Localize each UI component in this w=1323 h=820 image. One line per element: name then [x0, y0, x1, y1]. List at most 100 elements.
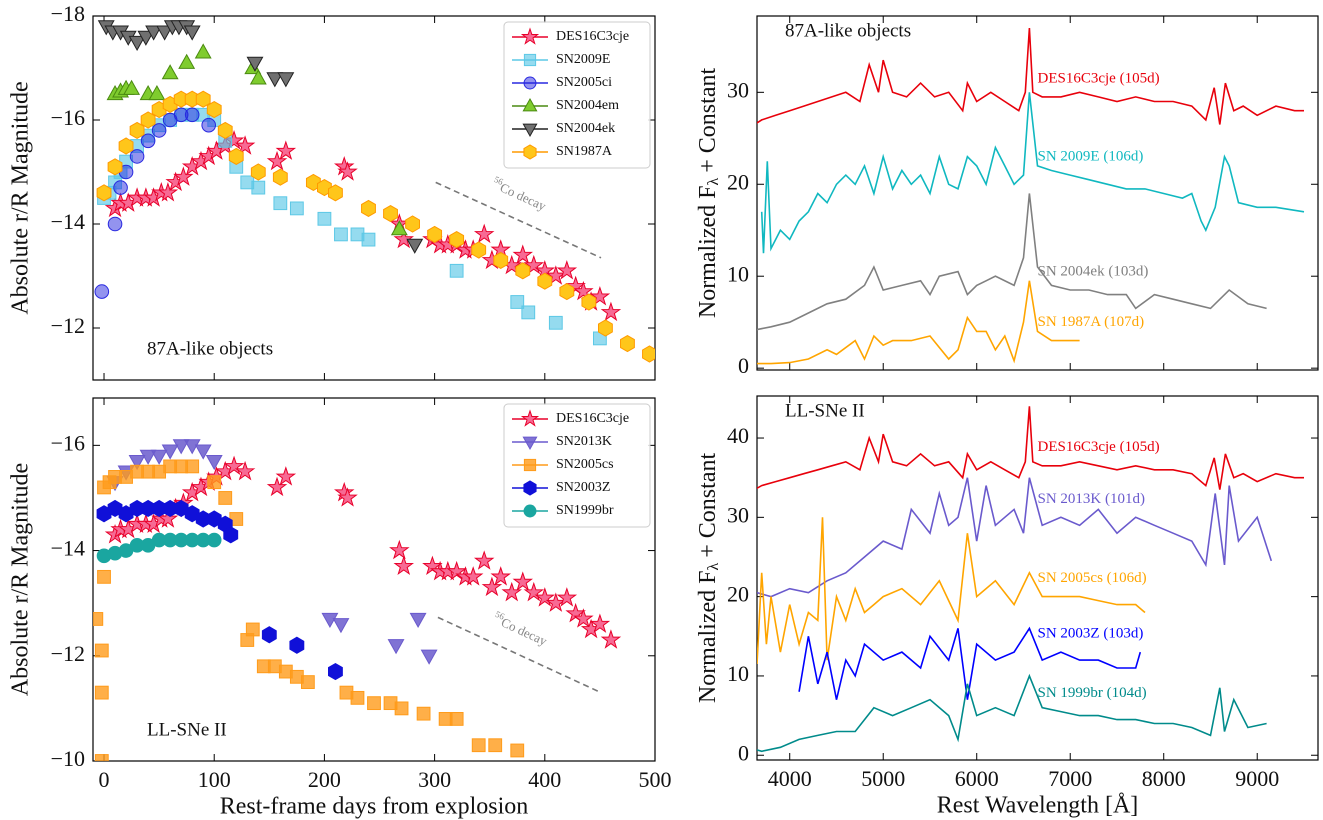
panel-label: 87A-like objects — [785, 20, 911, 41]
x-tick-label: 5000 — [861, 766, 905, 791]
y-tick-label: 10 — [727, 661, 749, 686]
data-point — [534, 587, 556, 607]
y-tick-label: 0 — [738, 740, 749, 765]
data-point — [173, 166, 194, 186]
data-point — [206, 101, 222, 119]
data-point — [157, 508, 179, 528]
legend-label: SN2004em — [556, 98, 619, 113]
data-point — [393, 228, 414, 249]
data-point — [173, 499, 189, 518]
data-point — [234, 460, 256, 481]
spectrum — [757, 517, 1146, 665]
data-point — [512, 244, 534, 264]
data-point — [337, 161, 358, 181]
legend-label: SN2005cs — [556, 457, 614, 472]
data-point — [316, 179, 332, 197]
legend-label: DES16C3cje — [556, 29, 629, 44]
data-point — [249, 69, 267, 85]
spectrum — [798, 626, 1142, 700]
data-point — [183, 25, 201, 41]
data-point — [107, 158, 123, 176]
spectrum — [757, 406, 1304, 490]
spectrum-label: SN 2005cs (106d) — [1038, 570, 1147, 586]
data-point — [556, 587, 578, 607]
plot-frame — [92, 397, 656, 762]
y-tick-label: −10 — [51, 746, 85, 771]
spectrum-label: SN 2003Z (103d) — [1038, 626, 1144, 642]
data-point — [589, 613, 611, 633]
data-point — [250, 163, 266, 181]
data-point — [150, 449, 168, 465]
data-point — [581, 293, 597, 311]
y-axis-label-part: + Constant — [695, 68, 721, 173]
data-point — [140, 133, 156, 149]
data-point — [157, 182, 179, 202]
data-point — [501, 581, 522, 602]
spectrum-label: SN 2004ek (103d) — [1038, 263, 1149, 279]
plot-frame — [92, 15, 656, 381]
spectrum-label: DES16C3cje (105d) — [1038, 70, 1160, 86]
data-point — [128, 455, 146, 471]
data-point — [266, 150, 288, 171]
data-point — [523, 254, 545, 275]
x-tick-label: 0 — [99, 767, 110, 792]
spectrum — [757, 280, 1080, 365]
data-point — [449, 712, 464, 726]
y-tick-label: −16 — [51, 430, 85, 455]
data-point — [275, 140, 297, 160]
legend-marker — [523, 144, 537, 160]
y-axis-label: Absolute r/R Magnitude — [8, 463, 34, 696]
y-axis-label: Normalized Fλ + Constant — [695, 453, 722, 704]
y-tick-label: −12 — [51, 313, 85, 338]
data-point — [148, 84, 166, 101]
data-point — [201, 117, 217, 133]
legend-marker — [523, 480, 537, 496]
data-point — [172, 439, 190, 455]
data-point — [573, 608, 594, 628]
legend-marker — [523, 76, 537, 90]
legend-label: SN2004ek — [556, 121, 615, 136]
legend-label: SN2003Z — [556, 480, 610, 495]
x-tick-label: 9000 — [1235, 766, 1279, 791]
reference-label-text: Co decay — [499, 614, 550, 648]
data-point — [446, 560, 467, 581]
data-point — [129, 121, 145, 139]
data-point — [94, 643, 109, 658]
data-point — [328, 662, 343, 681]
y-axis-label-sub: λ — [705, 563, 722, 571]
data-point — [139, 449, 157, 465]
y-axis-label-part: + Constant — [695, 453, 721, 558]
plot-frame — [756, 15, 1319, 371]
data-point — [488, 738, 503, 753]
data-point — [161, 64, 179, 80]
data-point — [642, 345, 655, 363]
data-point — [272, 168, 288, 186]
data-point — [390, 220, 408, 236]
data-point — [332, 618, 350, 634]
legend-label: SN2005ci — [556, 75, 612, 90]
legend-label: SN2013K — [556, 434, 612, 449]
data-point — [217, 121, 233, 139]
data-point — [334, 227, 348, 242]
data-point — [493, 251, 509, 269]
data-point — [521, 305, 536, 320]
reference-label: 56Co decay — [490, 174, 550, 214]
data-point — [510, 295, 525, 309]
data-point — [490, 566, 511, 586]
data-point — [416, 706, 431, 721]
legend-box — [503, 403, 651, 528]
x-axis-label: Rest-frame days from explosion — [220, 794, 529, 820]
panel-label: LL-SNe II — [785, 400, 865, 421]
data-point — [473, 223, 495, 244]
data-point — [137, 30, 155, 46]
legend-marker — [522, 436, 538, 451]
data-point — [405, 215, 420, 233]
data-point — [129, 149, 145, 164]
data-point — [123, 79, 141, 95]
y-tick-label: −18 — [51, 1, 85, 26]
data-point — [449, 231, 465, 249]
x-tick-label: 200 — [308, 767, 341, 792]
x-tick-label: 300 — [418, 767, 451, 792]
data-point — [471, 241, 487, 259]
data-point — [94, 284, 110, 299]
